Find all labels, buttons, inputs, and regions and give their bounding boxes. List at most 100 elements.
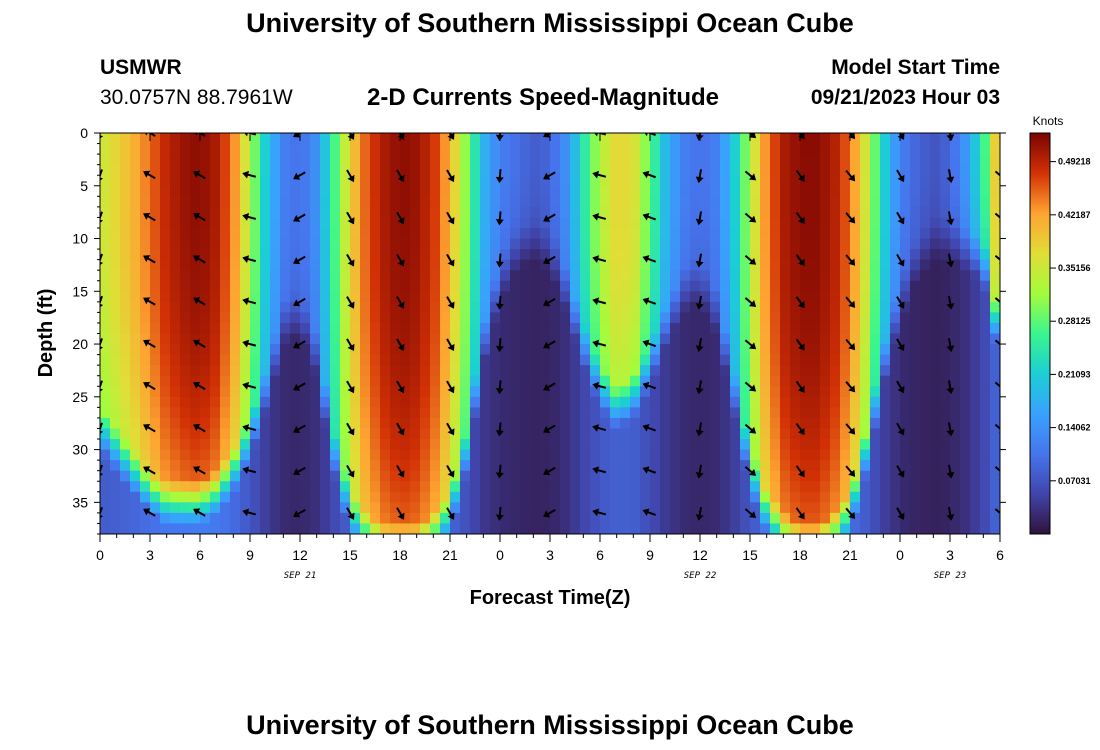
heatmap-cell — [310, 322, 321, 335]
heatmap-cell — [410, 354, 421, 366]
heatmap-cell — [820, 217, 831, 229]
current-arrow — [293, 171, 306, 180]
heatmap-cell — [770, 333, 781, 345]
heatmap-cell — [180, 227, 191, 240]
heatmap-cell — [110, 175, 121, 187]
heatmap-cell — [590, 185, 601, 197]
heatmap-cell — [990, 249, 1000, 261]
heatmap-cell — [160, 396, 171, 408]
heatmap-cell — [180, 396, 191, 408]
heatmap-cell — [790, 301, 801, 313]
heatmap-cell — [550, 354, 561, 366]
heatmap-cell — [720, 196, 731, 208]
heatmap-cell — [810, 238, 821, 250]
heatmap-cell — [950, 301, 961, 313]
heatmap-cell — [260, 523, 271, 534]
heatmap-cell — [520, 396, 531, 408]
heatmap-cell — [920, 280, 931, 292]
heatmap-cell — [850, 439, 861, 451]
current-arrow — [994, 170, 1000, 181]
heatmap-cell — [780, 407, 791, 419]
heatmap-cell — [480, 238, 491, 250]
heatmap-cell — [300, 322, 311, 335]
heatmap-cell — [860, 291, 871, 303]
heatmap-cell — [700, 417, 711, 430]
heatmap-cell — [800, 312, 811, 324]
heatmap-cell — [660, 417, 671, 430]
heatmap-cell — [880, 312, 891, 324]
heatmap-cell — [300, 407, 311, 419]
heatmap-cell — [270, 133, 281, 145]
heatmap-cell — [200, 344, 211, 356]
heatmap-cell — [260, 259, 271, 271]
heatmap-cell — [150, 502, 161, 514]
heatmap-cell — [160, 407, 171, 419]
heatmap-cell — [620, 227, 631, 240]
heatmap-cell — [600, 238, 611, 250]
current-arrow — [795, 423, 805, 436]
heatmap-cell — [520, 217, 531, 229]
heatmap-cell — [310, 143, 321, 155]
heatmap-cell — [530, 481, 541, 493]
heatmap-cell — [810, 512, 821, 525]
heatmap-cell — [390, 460, 401, 472]
heatmap-cell — [890, 365, 901, 377]
colorbar-tick-label: 0.28125 — [1058, 316, 1091, 326]
heatmap-cell — [640, 491, 651, 503]
heatmap-cell — [680, 196, 691, 208]
heatmap-cell — [840, 523, 851, 534]
heatmap-cell — [220, 259, 231, 271]
heatmap-cell — [620, 481, 631, 493]
heatmap-cell — [170, 217, 181, 229]
heatmap-cell — [730, 417, 741, 430]
heatmap-cell — [640, 291, 651, 303]
heatmap-cell — [480, 259, 491, 271]
heatmap-cell — [930, 154, 941, 166]
heatmap-cell — [550, 396, 561, 408]
heatmap-cell — [550, 143, 561, 155]
heatmap-cell — [210, 196, 221, 208]
heatmap-cell — [750, 259, 761, 271]
heatmap-cell — [450, 270, 461, 282]
heatmap-cell — [550, 301, 561, 313]
heatmap-cell — [180, 344, 191, 356]
heatmap-cell — [400, 133, 411, 145]
heatmap-cell — [310, 523, 321, 534]
heatmap-cell — [650, 312, 661, 324]
heatmap-cell — [500, 512, 511, 525]
heatmap-cell — [740, 133, 751, 145]
heatmap-cell — [600, 428, 611, 440]
heatmap-cell — [110, 491, 121, 503]
heatmap-cell — [510, 322, 521, 335]
heatmap-cell — [660, 206, 671, 219]
heatmap-cell — [590, 375, 601, 387]
heatmap-cell — [860, 365, 871, 377]
heatmap-cell — [330, 396, 341, 408]
heatmap-cell — [940, 206, 951, 219]
current-arrow — [193, 255, 206, 264]
heatmap-cell — [170, 481, 181, 493]
heatmap-cell — [430, 512, 441, 525]
heatmap-cell — [850, 344, 861, 356]
current-arrow — [795, 296, 805, 309]
heatmap-cell — [510, 523, 521, 534]
heatmap-cell — [780, 227, 791, 240]
heatmap-cell — [230, 375, 241, 387]
heatmap-cell — [670, 164, 681, 176]
heatmap-cell — [420, 386, 431, 398]
heatmap-cell — [960, 512, 971, 525]
heatmap-cell — [660, 312, 671, 324]
heatmap-cell — [650, 407, 661, 419]
heatmap-cell — [700, 491, 711, 503]
heatmap-cell — [820, 481, 831, 493]
heatmap-cell — [830, 481, 841, 493]
heatmap-cell — [230, 312, 241, 324]
heatmap-cell — [970, 227, 981, 240]
heatmap-cell — [650, 354, 661, 366]
heatmap-cell — [720, 512, 731, 525]
heatmap-cell — [200, 312, 211, 324]
heatmap-cell — [310, 333, 321, 345]
heatmap-cell — [900, 217, 911, 229]
heatmap-cell — [980, 481, 991, 493]
heatmap-cell — [980, 396, 991, 408]
